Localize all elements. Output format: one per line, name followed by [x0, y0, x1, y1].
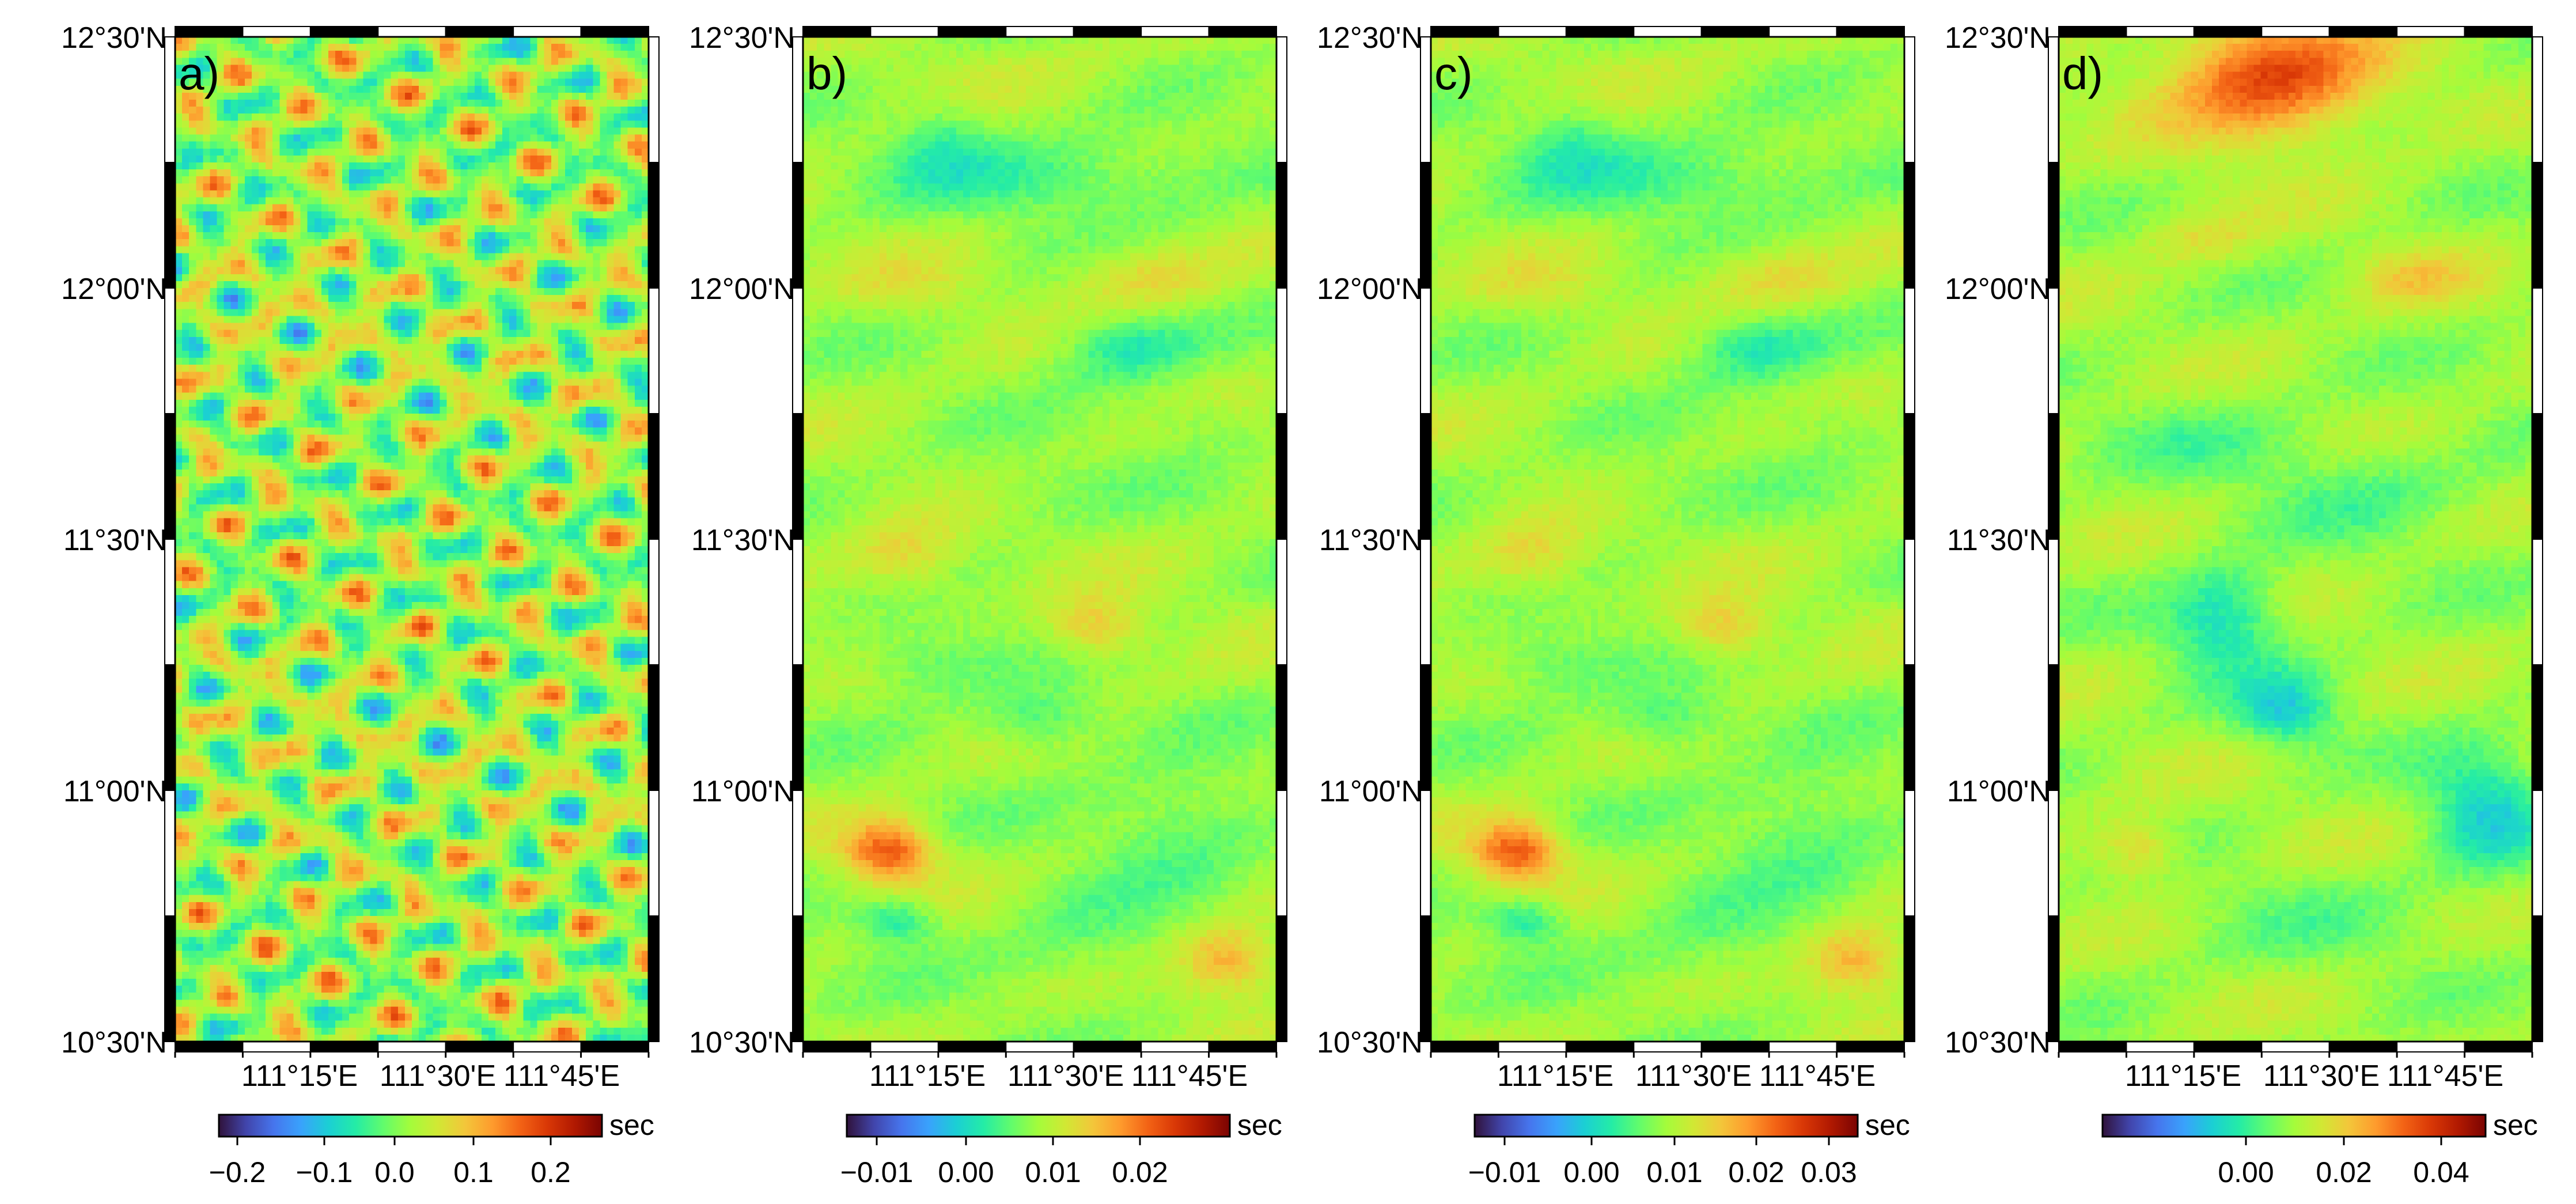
lon-label-c-1: 111°30'E: [1635, 1059, 1752, 1093]
colorbar-unit-c: sec: [1865, 1109, 1910, 1141]
lat-label-a-0: 12°30'N: [61, 21, 167, 55]
map-image-a: [175, 37, 649, 1042]
lon-label-a-1: 111°30'E: [380, 1059, 496, 1093]
colorbar-b: [846, 1114, 1231, 1138]
lat-label-d-2: 11°30'N: [1947, 524, 2051, 557]
lat-label-a-3: 11°00'N: [63, 775, 167, 808]
colorbar-a: [218, 1114, 603, 1138]
frame-c: [1430, 36, 1906, 1043]
lon-label-a-0: 111°15'E: [241, 1059, 358, 1093]
lon-label-b-1: 111°30'E: [1007, 1059, 1124, 1093]
cb-tick-label-b-2: 0.01: [1025, 1156, 1081, 1188]
cb-tick-label-d-1: 0.02: [2316, 1156, 2372, 1188]
cb-tick-label-c-0: −0.01: [1468, 1156, 1541, 1188]
lat-label-c-3: 11°00'N: [1319, 775, 1423, 808]
lon-label-d-1: 111°30'E: [2263, 1059, 2380, 1093]
map-image-d: [2059, 37, 2532, 1042]
cb-tick-label-c-3: 0.02: [1728, 1156, 1784, 1188]
cb-tick-label-a-4: 0.2: [531, 1156, 571, 1188]
colorbar-unit-d: sec: [2493, 1109, 2538, 1141]
cb-tick-label-a-2: 0.0: [374, 1156, 415, 1188]
lat-label-b-2: 11°30'N: [691, 524, 795, 557]
lat-label-d-3: 11°00'N: [1947, 775, 2051, 808]
panel-d: d) 12°30'N 12°00'N 11°30'N 11°00'N 10°30…: [1945, 21, 2543, 1188]
cb-tick-label-a-1: −0.1: [296, 1156, 353, 1188]
cb-tick-label-b-0: −0.01: [840, 1156, 914, 1188]
lat-label-b-4: 10°30'N: [689, 1026, 795, 1059]
panel-label-d: d): [2062, 48, 2103, 99]
lat-label-a-2: 11°30'N: [63, 524, 167, 557]
lon-label-b-0: 111°15'E: [869, 1059, 986, 1093]
cb-tick-label-d-2: 0.04: [2413, 1156, 2469, 1188]
lon-label-c-0: 111°15'E: [1497, 1059, 1613, 1093]
panel-label-c: c): [1434, 48, 1473, 99]
cb-tick-label-a-0: −0.2: [209, 1156, 266, 1188]
cb-tick-label-c-4: 0.03: [1801, 1156, 1857, 1188]
lon-label-d-0: 111°15'E: [2125, 1059, 2241, 1093]
lat-label-d-1: 12°00'N: [1945, 272, 2051, 306]
cb-tick-label-a-3: 0.1: [453, 1156, 494, 1188]
cb-tick-label-d-0: 0.00: [2218, 1156, 2274, 1188]
cb-tick-label-c-2: 0.01: [1646, 1156, 1702, 1188]
panel-b: b) 12°30'N 12°00'N 11°30'N 11°00'N 10°30…: [689, 21, 1287, 1188]
colorbar-unit-a: sec: [609, 1109, 654, 1141]
frame-d: [2058, 36, 2533, 1043]
frame-b: [802, 36, 1278, 1043]
colorbar-c: [1473, 1114, 1859, 1138]
lon-label-d-2: 111°45'E: [2387, 1059, 2503, 1093]
lat-label-c-4: 10°30'N: [1317, 1026, 1423, 1059]
panel-a: a) 12°30'N 12°00'N 11°30'N 11°00'N 10°30…: [61, 21, 660, 1188]
lon-label-b-2: 111°45'E: [1131, 1059, 1248, 1093]
lon-label-a-2: 111°45'E: [503, 1059, 620, 1093]
lat-label-a-1: 12°00'N: [61, 272, 167, 306]
lat-label-c-2: 11°30'N: [1319, 524, 1423, 557]
panel-label-b: b): [806, 48, 847, 99]
lon-label-c-2: 111°45'E: [1759, 1059, 1876, 1093]
map-frame-c: [1420, 26, 1915, 1058]
colorbar-unit-b: sec: [1237, 1109, 1282, 1141]
panel-label-a: a): [179, 48, 219, 99]
cb-tick-label-b-1: 0.00: [938, 1156, 994, 1188]
lat-label-b-3: 11°00'N: [691, 775, 795, 808]
map-image-b: [803, 37, 1276, 1042]
cb-tick-label-c-1: 0.00: [1563, 1156, 1619, 1188]
colorbar-d: [2101, 1114, 2487, 1138]
lat-label-c-0: 12°30'N: [1317, 21, 1423, 55]
panel-c: c) 12°30'N 12°00'N 11°30'N 11°00'N 10°30…: [1317, 21, 1915, 1188]
frame-a: [174, 36, 650, 1043]
lat-label-a-4: 10°30'N: [61, 1026, 167, 1059]
map-image-c: [1431, 37, 1904, 1042]
lat-label-d-4: 10°30'N: [1945, 1026, 2051, 1059]
lat-label-c-1: 12°00'N: [1317, 272, 1423, 306]
lat-label-b-0: 12°30'N: [689, 21, 795, 55]
cb-tick-label-b-3: 0.02: [1112, 1156, 1168, 1188]
lat-label-d-0: 12°30'N: [1945, 21, 2051, 55]
lat-label-b-1: 12°00'N: [689, 272, 795, 306]
map-frame-d: [2048, 26, 2543, 1058]
